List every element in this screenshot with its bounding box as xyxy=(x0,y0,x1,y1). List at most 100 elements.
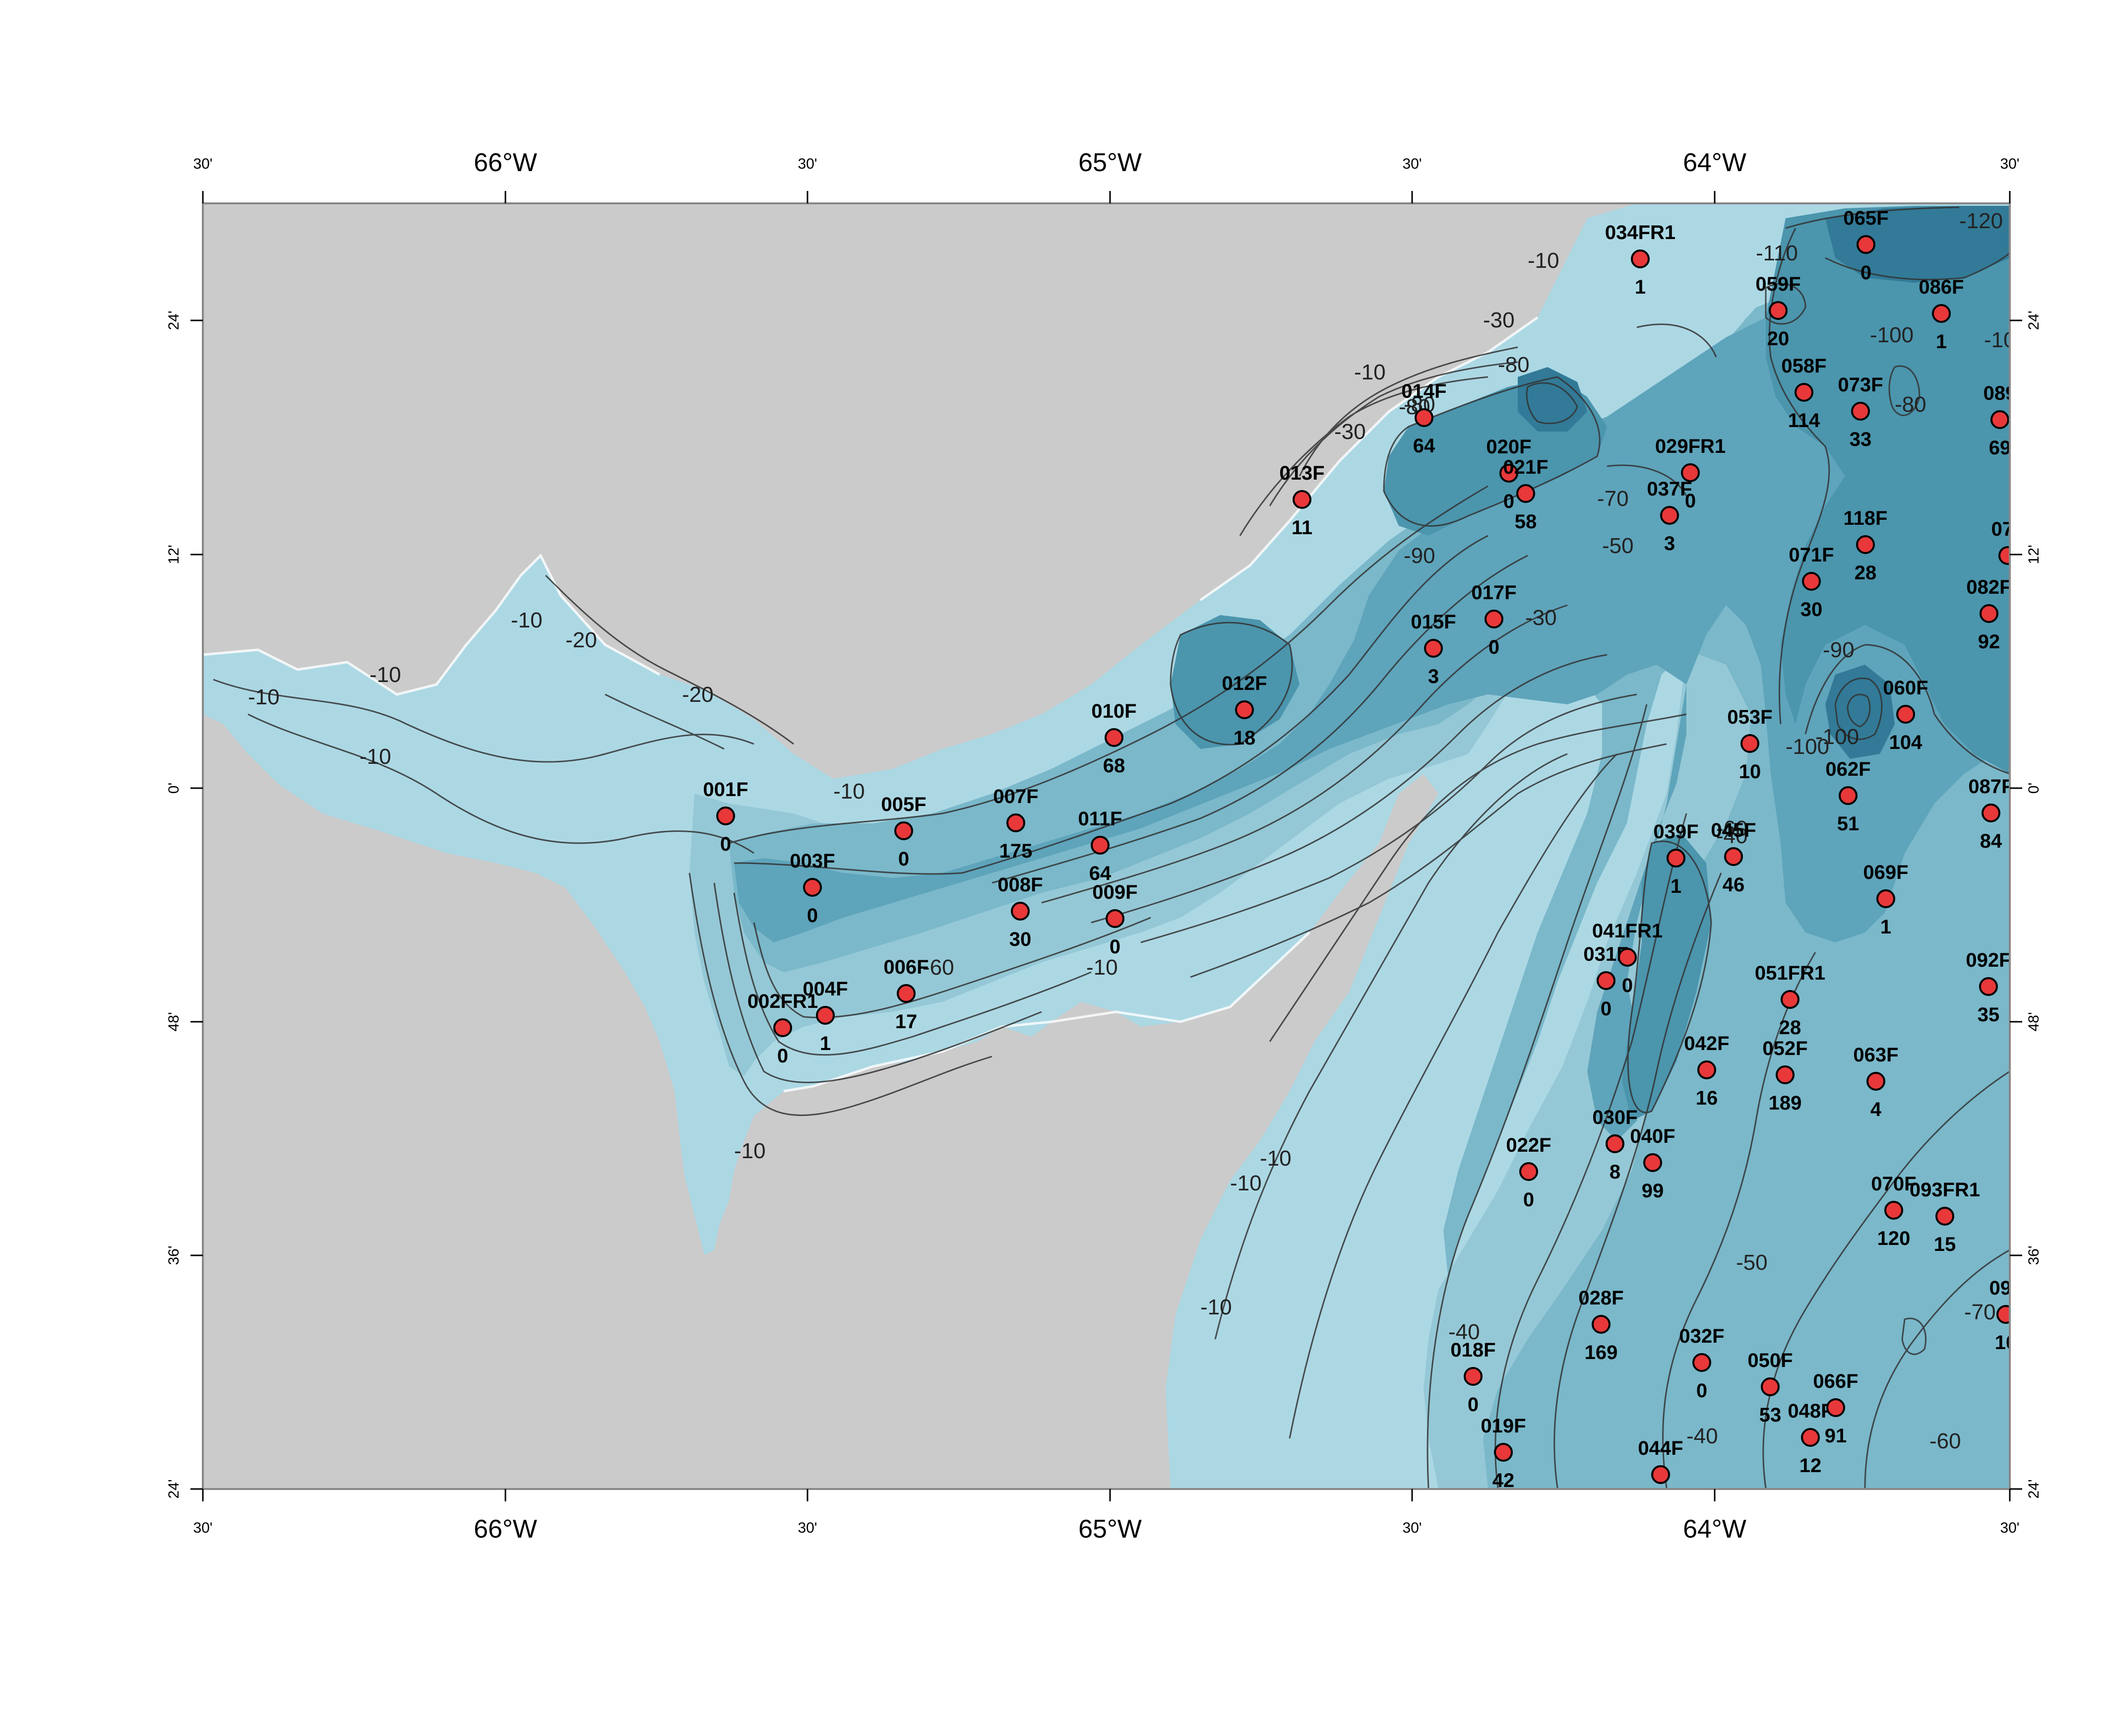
station-marker[interactable]: 012F 18 xyxy=(1222,673,1267,749)
station-marker[interactable]: 011F 64 xyxy=(1078,808,1122,884)
station-dot[interactable] xyxy=(1876,889,1895,908)
station-marker[interactable]: 019F 42 xyxy=(1481,1415,1526,1491)
station-dot[interactable] xyxy=(716,806,735,825)
station-dot[interactable] xyxy=(1105,728,1123,747)
station-dot[interactable] xyxy=(1415,408,1433,427)
station-dot[interactable] xyxy=(1660,506,1679,525)
station-dot[interactable] xyxy=(1990,410,2009,429)
station-marker[interactable]: 021F 58 xyxy=(1503,456,1548,533)
station-dot[interactable] xyxy=(1697,1060,1716,1079)
station-dot[interactable] xyxy=(897,984,916,1003)
station-marker[interactable]: 086F 1 xyxy=(1919,276,1964,353)
station-dot[interactable] xyxy=(1932,304,1951,323)
station-dot[interactable] xyxy=(1761,1377,1780,1396)
station-marker[interactable]: 028F 169 xyxy=(1578,1287,1623,1364)
station-dot[interactable] xyxy=(1464,1367,1483,1386)
station-marker[interactable]: 089 69 xyxy=(1984,382,2017,459)
station-marker[interactable]: 044F xyxy=(1638,1437,1683,1484)
station-dot[interactable] xyxy=(1839,786,1858,805)
station-dot[interactable] xyxy=(1651,1465,1670,1484)
station-marker[interactable]: 022F 0 xyxy=(1506,1134,1551,1211)
station-dot[interactable] xyxy=(1982,804,2000,822)
station-dot[interactable] xyxy=(1011,902,1030,921)
station-dot[interactable] xyxy=(1681,463,1700,482)
station-marker[interactable]: 059F 20 xyxy=(1755,273,1800,350)
station-marker[interactable]: 093FR1 15 xyxy=(1910,1179,1980,1255)
station-marker[interactable]: 010F 68 xyxy=(1091,700,1136,777)
station-marker[interactable]: 032F 0 xyxy=(1679,1325,1724,1402)
station-marker[interactable]: 006F 17 xyxy=(883,956,929,1033)
station-marker[interactable]: 001F 0 xyxy=(703,779,748,855)
station-dot[interactable] xyxy=(1724,847,1743,866)
station-marker[interactable]: 066F 91 xyxy=(1813,1370,1858,1447)
station-marker[interactable]: 020F 0 xyxy=(1486,436,1531,512)
station-marker[interactable]: 014F 64 xyxy=(1401,380,1446,457)
station-dot[interactable] xyxy=(1884,1201,1903,1220)
station-dot[interactable] xyxy=(894,821,913,840)
station-dot[interactable] xyxy=(1776,1065,1795,1084)
station-dot[interactable] xyxy=(1499,464,1518,483)
station-marker[interactable]: 091 10 xyxy=(1989,1277,2023,1354)
station-dot[interactable] xyxy=(773,1018,792,1037)
station-marker[interactable]: 065F 0 xyxy=(1843,207,1888,284)
station-marker[interactable]: 063F 4 xyxy=(1853,1044,1898,1120)
station-marker[interactable]: 017F 0 xyxy=(1471,582,1516,658)
station-marker[interactable]: 073F 33 xyxy=(1838,374,1883,450)
station-dot[interactable] xyxy=(1006,813,1025,832)
station-marker[interactable]: 051FR1 28 xyxy=(1755,962,1825,1039)
station-marker[interactable]: 005F 0 xyxy=(881,794,926,870)
station-dot[interactable] xyxy=(1293,490,1311,509)
station-dot[interactable] xyxy=(1856,535,1875,554)
station-dot[interactable] xyxy=(1485,610,1503,628)
station-marker[interactable]: 060F 104 xyxy=(1883,677,1928,753)
station-marker[interactable]: 039F 1 xyxy=(1653,821,1698,897)
station-dot[interactable] xyxy=(1935,1207,1954,1226)
station-dot[interactable] xyxy=(1618,948,1637,967)
station-dot[interactable] xyxy=(1519,1162,1538,1181)
station-dot[interactable] xyxy=(1597,971,1615,990)
station-dot[interactable] xyxy=(1802,572,1821,591)
station-dot[interactable] xyxy=(1857,235,1875,254)
station-marker[interactable]: 087F 84 xyxy=(1968,776,2013,852)
station-marker[interactable]: 082F 92 xyxy=(1966,576,2011,653)
station-dot[interactable] xyxy=(1851,402,1870,421)
station-dot[interactable] xyxy=(1692,1353,1711,1372)
station-marker[interactable]: 029FR1 0 xyxy=(1655,435,1726,512)
station-marker[interactable]: 008F 30 xyxy=(997,874,1043,950)
station-marker[interactable]: 007F 175 xyxy=(993,786,1038,862)
station-marker[interactable]: 069F 1 xyxy=(1863,862,1908,938)
station-marker[interactable]: 009F 0 xyxy=(1092,881,1137,958)
station-dot[interactable] xyxy=(1781,990,1799,1009)
station-marker[interactable]: 037F 3 xyxy=(1647,478,1692,555)
station-dot[interactable] xyxy=(1516,484,1535,503)
station-marker[interactable]: 045F 46 xyxy=(1711,819,1756,896)
station-dot[interactable] xyxy=(1801,1428,1820,1447)
station-dot[interactable] xyxy=(1998,546,2016,565)
station-marker[interactable]: 058F 114 xyxy=(1781,355,1826,432)
station-marker[interactable]: 002FR1 0 xyxy=(747,991,818,1067)
station-dot[interactable] xyxy=(1592,1315,1611,1334)
station-dot[interactable] xyxy=(1631,249,1650,268)
station-dot[interactable] xyxy=(1106,909,1124,928)
station-marker[interactable]: 040F 99 xyxy=(1630,1125,1675,1202)
station-marker[interactable]: 003F 0 xyxy=(790,850,835,927)
station-marker[interactable]: 118F 28 xyxy=(1844,507,1888,584)
station-marker[interactable]: 048F 12 xyxy=(1788,1400,1833,1477)
station-dot[interactable] xyxy=(1667,849,1685,868)
station-dot[interactable] xyxy=(1424,639,1443,658)
station-marker[interactable]: 034FR1 1 xyxy=(1605,222,1675,298)
station-dot[interactable] xyxy=(1826,1398,1845,1417)
station-marker[interactable]: 071F 30 xyxy=(1789,544,1834,620)
station-dot[interactable] xyxy=(1643,1153,1662,1172)
station-dot[interactable] xyxy=(1091,836,1110,855)
station-dot[interactable] xyxy=(1979,977,1998,996)
station-marker[interactable]: 075 xyxy=(1991,518,2025,565)
station-dot[interactable] xyxy=(1980,604,1998,623)
station-dot[interactable] xyxy=(1606,1134,1624,1153)
station-marker[interactable]: 004F 1 xyxy=(803,978,848,1054)
station-dot[interactable] xyxy=(1235,700,1254,719)
station-marker[interactable]: 062F 51 xyxy=(1825,758,1870,835)
station-marker[interactable]: 013F 11 xyxy=(1279,462,1324,539)
station-marker[interactable]: 053F 10 xyxy=(1727,706,1772,783)
station-marker[interactable]: 052F 189 xyxy=(1762,1038,1807,1114)
